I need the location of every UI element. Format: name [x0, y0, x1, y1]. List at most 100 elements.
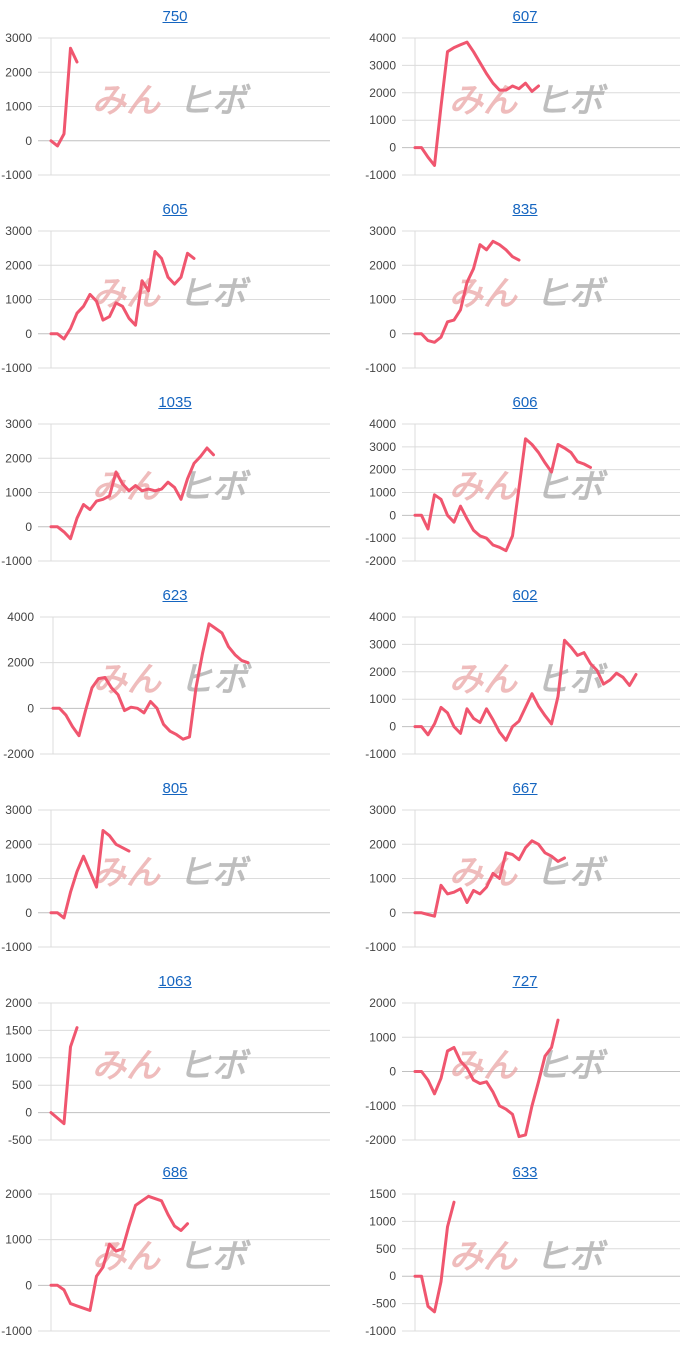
data-point [595, 669, 599, 672]
data-point [186, 252, 189, 255]
data-point [127, 489, 131, 492]
data-point [550, 470, 553, 474]
data-point [615, 671, 618, 675]
data-point [517, 87, 521, 90]
data-point [517, 486, 521, 490]
chart-title-link[interactable]: 1063 [158, 973, 192, 990]
data-point [446, 711, 449, 715]
y-tick-label: 1000 [369, 692, 396, 706]
chart-title-link[interactable]: 750 [162, 8, 188, 25]
chart-title-link[interactable]: 605 [162, 201, 188, 218]
line-chart: -500 0 500 1000 1500 2000 みん ヒボ [5, 996, 330, 1147]
data-point [75, 312, 79, 315]
chart-panel: 606 -2000 -1000 0 1000 2000 3000 4000 みん ヒボ [350, 386, 700, 579]
chart-title-link[interactable]: 606 [512, 394, 538, 411]
data-point [95, 1275, 98, 1278]
y-tick-label: -1000 [365, 168, 396, 182]
data-point [82, 855, 85, 858]
data-point [123, 709, 126, 712]
data-point [413, 332, 417, 335]
chart-title-link[interactable]: 602 [512, 587, 538, 604]
y-tick-label: 1000 [369, 293, 396, 307]
data-point [550, 855, 553, 858]
line-chart: -1000 0 1000 2000 みん ヒボ [1, 1187, 330, 1338]
chart-title-link[interactable]: 835 [512, 201, 538, 218]
data-point [491, 240, 495, 243]
data-point [413, 514, 417, 517]
data-point [439, 706, 443, 709]
y-tick-label: -500 [8, 1133, 32, 1147]
data-point [75, 1026, 79, 1029]
data-point [192, 462, 196, 465]
watermark-text: ヒボ [178, 82, 251, 120]
data-point [472, 528, 475, 532]
watermark-text: みん [93, 661, 162, 699]
data-point [426, 339, 430, 342]
y-tick-label: -1000 [365, 940, 396, 954]
data-point [433, 341, 436, 344]
y-tick-label: 0 [389, 327, 396, 341]
watermark-text: ヒボ [178, 1238, 251, 1276]
data-point [90, 686, 94, 689]
data-point [147, 1195, 150, 1198]
data-point [498, 546, 501, 549]
data-point [498, 1104, 501, 1107]
data-point [465, 901, 469, 904]
data-point [88, 293, 92, 296]
data-point [472, 717, 475, 720]
data-point [465, 1066, 469, 1070]
y-tick-label: 0 [25, 906, 32, 920]
data-point [62, 1122, 66, 1125]
chart-title-link[interactable]: 667 [512, 780, 538, 797]
data-point [58, 707, 61, 710]
data-point [452, 46, 456, 49]
data-point [155, 707, 159, 710]
chart-title-link[interactable]: 727 [512, 973, 538, 990]
data-point [114, 470, 118, 474]
data-point [537, 843, 540, 846]
y-tick-label: -500 [372, 1297, 396, 1311]
data-point [160, 257, 163, 260]
data-point [114, 843, 118, 846]
chart-title-link[interactable]: 633 [512, 1164, 538, 1181]
data-point [201, 652, 204, 655]
data-point [77, 734, 81, 737]
data-point [452, 318, 456, 322]
chart-title-link[interactable]: 623 [162, 587, 188, 604]
data-point [413, 1275, 417, 1278]
data-point [192, 257, 196, 260]
y-tick-label: 4000 [7, 610, 34, 624]
y-tick-label: 2000 [369, 258, 396, 272]
data-point [160, 1199, 163, 1203]
data-point [439, 105, 443, 108]
data-point [504, 739, 508, 742]
y-tick-label: 1500 [5, 1023, 32, 1037]
data-point [62, 132, 66, 136]
data-point [140, 279, 144, 282]
data-point [556, 443, 560, 446]
y-tick-label: 2000 [5, 451, 32, 465]
chart-title-link[interactable]: 607 [512, 8, 538, 25]
data-point [563, 639, 566, 642]
chart-title-link[interactable]: 1035 [158, 394, 192, 411]
data-point [530, 443, 534, 446]
data-point [95, 885, 98, 889]
data-point [465, 517, 469, 520]
data-point [173, 486, 176, 489]
data-point [504, 851, 508, 855]
line-chart: -1000 0 1000 2000 3000 みん ヒボ [1, 803, 330, 954]
watermark-text: ヒボ [535, 468, 608, 506]
chart-title-link[interactable]: 686 [162, 1164, 188, 1181]
data-point [101, 1265, 105, 1269]
data-point [69, 327, 72, 330]
data-point [49, 911, 53, 914]
chart-panel: 727 -2000 -1000 0 1000 2000 みん ヒボ [350, 965, 700, 1158]
y-tick-label: 0 [25, 327, 32, 341]
data-point [465, 281, 469, 284]
data-point [452, 1201, 456, 1204]
watermark-text: みん [449, 1238, 518, 1276]
series-line [49, 1026, 79, 1126]
chart-title-link[interactable]: 805 [162, 780, 188, 797]
y-tick-label: -1000 [365, 747, 396, 761]
data-point [134, 1204, 137, 1207]
